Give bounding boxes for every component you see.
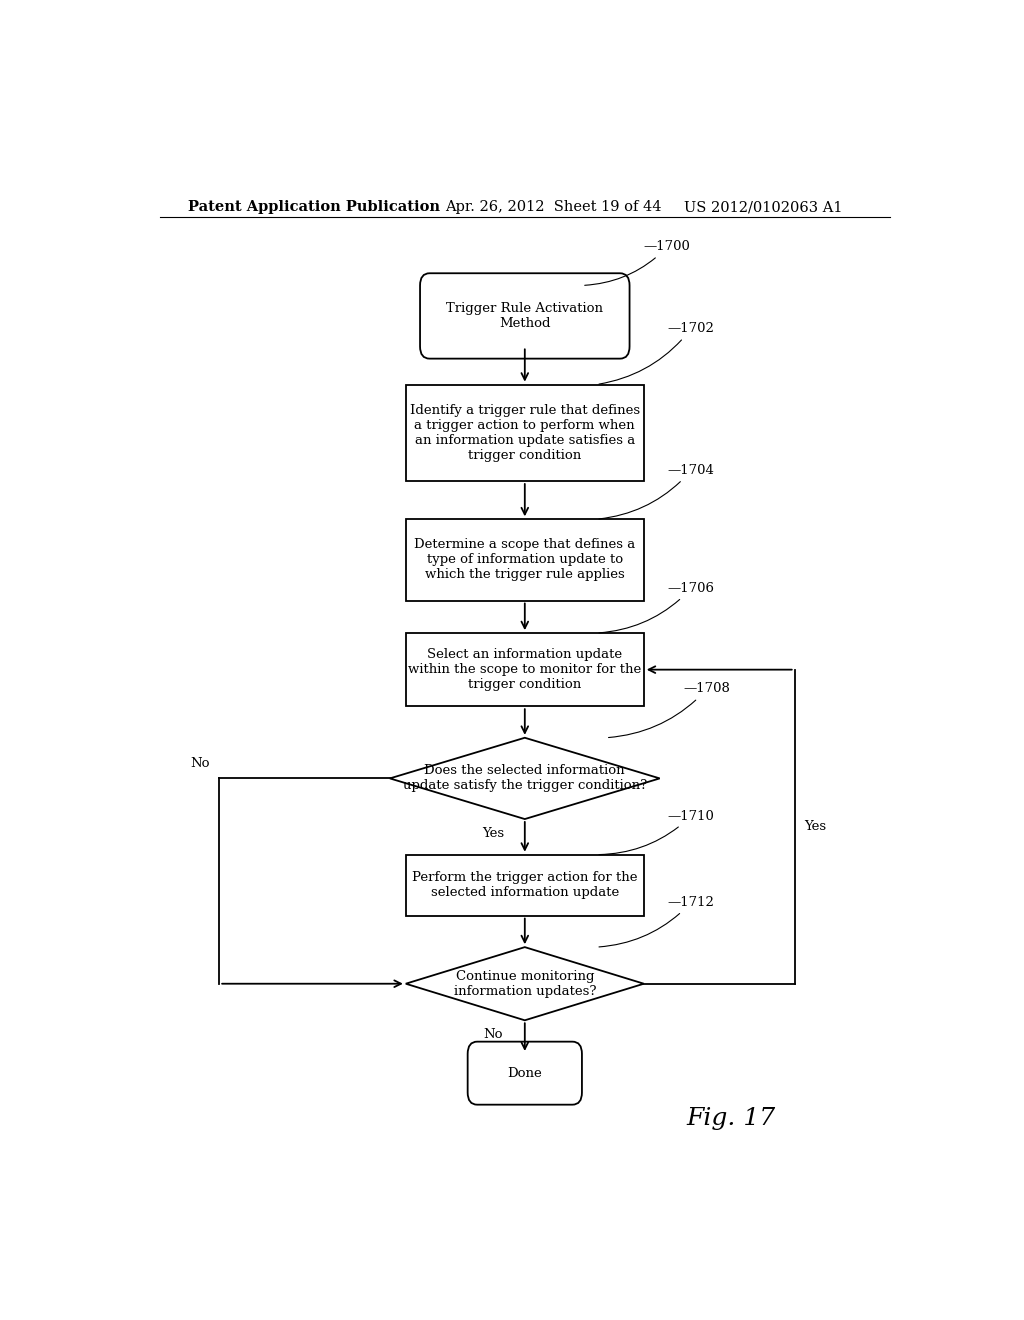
Text: Does the selected information
update satisfy the trigger condition?: Does the selected information update sat… — [402, 764, 647, 792]
Text: Yes: Yes — [482, 828, 504, 841]
Text: —1700: —1700 — [585, 240, 691, 285]
Text: Continue monitoring
information updates?: Continue monitoring information updates? — [454, 970, 596, 998]
Bar — [406, 519, 644, 601]
Text: Done: Done — [508, 1067, 542, 1080]
Text: Select an information update
within the scope to monitor for the
trigger conditi: Select an information update within the … — [409, 648, 641, 692]
Bar — [406, 854, 644, 916]
Bar — [406, 634, 644, 706]
Text: No: No — [483, 1028, 503, 1041]
Text: —1706: —1706 — [599, 582, 715, 632]
Text: —1710: —1710 — [599, 809, 715, 854]
Text: Apr. 26, 2012  Sheet 19 of 44: Apr. 26, 2012 Sheet 19 of 44 — [445, 201, 662, 214]
Text: Identify a trigger rule that defines
a trigger action to perform when
an informa: Identify a trigger rule that defines a t… — [410, 404, 640, 462]
Text: Patent Application Publication: Patent Application Publication — [187, 201, 439, 214]
FancyBboxPatch shape — [468, 1041, 582, 1105]
Text: —1702: —1702 — [599, 322, 715, 384]
Polygon shape — [390, 738, 659, 818]
Text: —1708: —1708 — [608, 682, 730, 738]
FancyBboxPatch shape — [420, 273, 630, 359]
Text: Trigger Rule Activation
Method: Trigger Rule Activation Method — [446, 302, 603, 330]
Text: No: No — [190, 758, 210, 771]
Text: —1712: —1712 — [599, 896, 715, 946]
Text: Fig. 17: Fig. 17 — [686, 1107, 776, 1130]
Text: —1704: —1704 — [599, 463, 715, 519]
Text: US 2012/0102063 A1: US 2012/0102063 A1 — [684, 201, 842, 214]
Text: Determine a scope that defines a
type of information update to
which the trigger: Determine a scope that defines a type of… — [414, 539, 636, 581]
Text: Perform the trigger action for the
selected information update: Perform the trigger action for the selec… — [412, 871, 638, 899]
Bar — [406, 384, 644, 480]
Polygon shape — [406, 948, 644, 1020]
Text: Yes: Yes — [804, 820, 826, 833]
